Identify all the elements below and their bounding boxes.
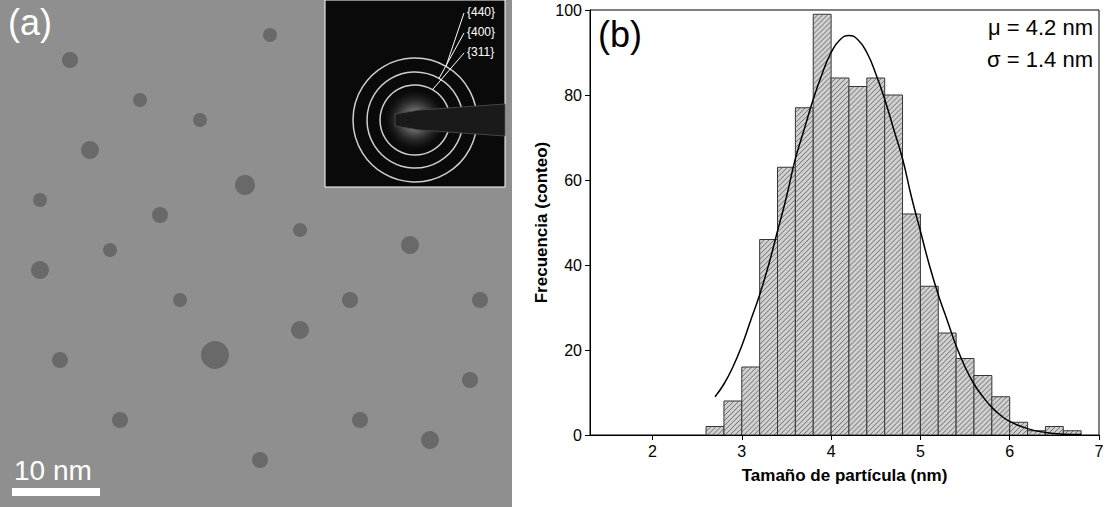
svg-text:60: 60 bbox=[564, 172, 582, 189]
svg-text:5: 5 bbox=[916, 443, 925, 460]
svg-text:(b): (b) bbox=[598, 14, 642, 55]
svg-text:4: 4 bbox=[827, 443, 836, 460]
svg-text:7: 7 bbox=[1095, 443, 1104, 460]
svg-text:{311}: {311} bbox=[467, 45, 494, 59]
svg-text:10 nm: 10 nm bbox=[14, 455, 92, 486]
svg-text:100: 100 bbox=[555, 2, 582, 19]
svg-text:20: 20 bbox=[564, 342, 582, 359]
svg-text:6: 6 bbox=[1005, 443, 1014, 460]
svg-text:{440}: {440} bbox=[467, 5, 495, 19]
svg-text:80: 80 bbox=[564, 87, 582, 104]
svg-text:σ = 1.4 nm: σ = 1.4 nm bbox=[987, 47, 1093, 72]
svg-text:0: 0 bbox=[573, 427, 582, 444]
svg-text:40: 40 bbox=[564, 257, 582, 274]
svg-text:3: 3 bbox=[737, 443, 746, 460]
svg-text:{400}: {400} bbox=[467, 25, 495, 39]
svg-text:2: 2 bbox=[648, 443, 657, 460]
svg-text:(a): (a) bbox=[8, 2, 52, 43]
svg-text:μ = 4.2 nm: μ = 4.2 nm bbox=[988, 15, 1093, 40]
svg-text:Frecuencia (conteo): Frecuencia (conteo) bbox=[532, 142, 551, 304]
svg-text:Tamaño de partícula (nm): Tamaño de partícula (nm) bbox=[742, 466, 948, 485]
